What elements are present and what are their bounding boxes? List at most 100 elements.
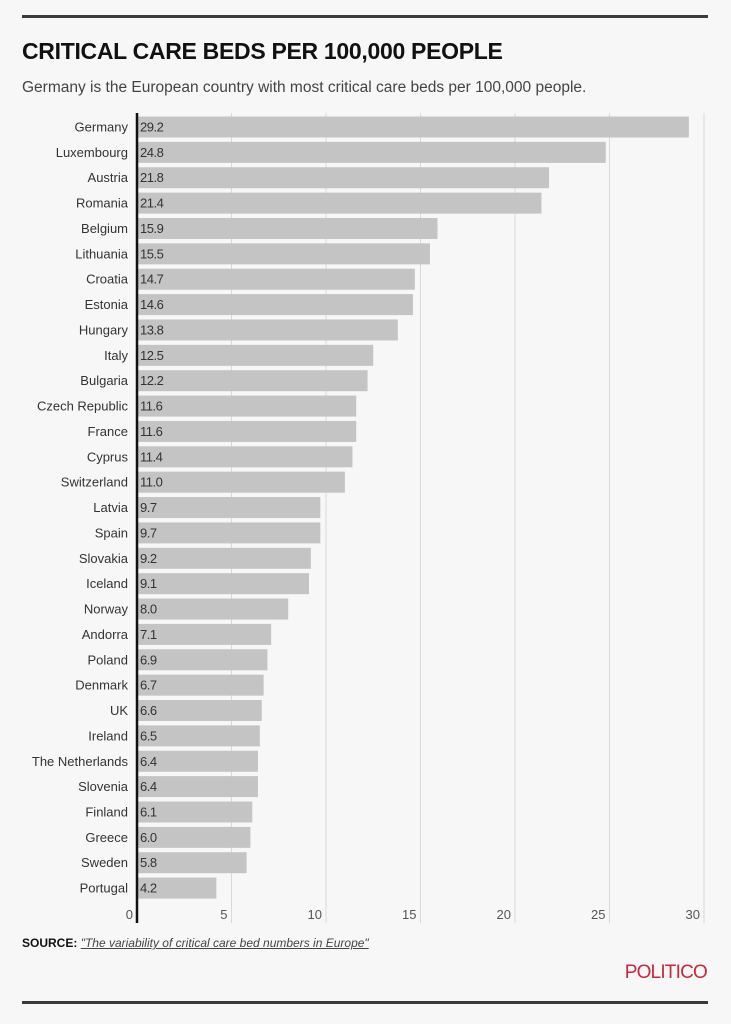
bar [137, 547, 311, 569]
value-label: 12.2 [140, 373, 164, 388]
category-label: Lithuania [75, 246, 129, 261]
value-label: 8.0 [140, 602, 157, 617]
value-label: 11.4 [140, 449, 163, 464]
value-label: 6.5 [140, 728, 157, 743]
value-label: 15.9 [140, 221, 164, 236]
category-label: Slovenia [78, 779, 129, 794]
category-label: Austria [88, 170, 129, 185]
value-label: 6.7 [140, 678, 157, 693]
category-label: Andorra [82, 627, 129, 642]
value-label: 9.1 [140, 576, 157, 591]
bar [137, 497, 321, 519]
category-label: Italy [104, 348, 128, 363]
value-label: 6.4 [140, 779, 157, 794]
category-label: Romania [76, 196, 129, 211]
bar [137, 192, 542, 214]
value-label: 7.1 [140, 627, 157, 642]
category-label: Hungary [79, 322, 129, 337]
value-label: 6.1 [140, 804, 157, 819]
bar [137, 826, 251, 848]
bar [137, 877, 217, 899]
category-label: Cyprus [87, 449, 129, 464]
value-label: 6.0 [140, 830, 157, 845]
bar [137, 598, 289, 620]
category-label: Luxembourg [56, 145, 128, 160]
x-tick-label: 0 [126, 907, 133, 922]
x-tick-label: 20 [497, 907, 511, 922]
source-link[interactable]: "The variability of critical care bed nu… [80, 936, 369, 950]
x-tick-label: 15 [402, 907, 416, 922]
category-label: UK [110, 703, 128, 718]
value-label: 11.0 [140, 475, 163, 490]
value-label: 11.6 [140, 399, 163, 414]
value-label: 6.9 [140, 652, 157, 667]
value-label: 21.4 [140, 196, 164, 211]
value-label: 5.8 [140, 855, 157, 870]
chart-subtitle: Germany is the European country with mos… [22, 79, 587, 96]
value-label: 29.2 [140, 120, 164, 135]
category-label: Spain [95, 525, 128, 540]
category-label: Belgium [81, 221, 128, 236]
source-label: SOURCE: [22, 936, 78, 950]
bar [137, 268, 415, 290]
bar [137, 294, 413, 316]
x-tick-label: 5 [220, 907, 227, 922]
category-label: Iceland [86, 576, 128, 591]
bar [137, 167, 550, 189]
bar [137, 420, 357, 442]
category-label: Estonia [85, 297, 129, 312]
value-label: 15.5 [140, 246, 164, 261]
bar [137, 116, 689, 138]
category-label: Poland [88, 652, 128, 667]
bar [137, 725, 260, 747]
category-label: France [88, 424, 128, 439]
value-label: 11.6 [140, 424, 163, 439]
bar [137, 801, 253, 823]
bar [137, 522, 321, 544]
value-label: 9.2 [140, 551, 157, 566]
value-label: 6.4 [140, 754, 157, 769]
category-label: Sweden [81, 855, 128, 870]
category-label: Greece [85, 830, 128, 845]
value-label: 4.2 [140, 881, 157, 896]
politico-logo: POLITICO [624, 962, 708, 983]
category-label: Norway [84, 602, 129, 617]
value-label: 14.7 [140, 272, 164, 287]
bar [137, 674, 264, 696]
chart-title: CRITICAL CARE BEDS PER 100,000 PEOPLE [22, 38, 503, 64]
x-tick-label: 25 [591, 907, 605, 922]
x-tick-label: 30 [686, 907, 700, 922]
category-label: Slovakia [79, 551, 129, 566]
value-label: 9.7 [140, 500, 157, 515]
bar [137, 217, 438, 239]
value-label: 21.8 [140, 170, 164, 185]
bar [137, 776, 258, 798]
top-rule [22, 15, 708, 18]
bar [137, 243, 430, 265]
bar [137, 573, 309, 595]
category-label: Czech Republic [37, 399, 129, 414]
x-tick-label: 10 [308, 907, 322, 922]
bar [137, 471, 345, 493]
value-label: 14.6 [140, 297, 164, 312]
category-label: Switzerland [61, 475, 128, 490]
category-label: Latvia [93, 500, 128, 515]
value-label: 13.8 [140, 322, 164, 337]
bar [137, 750, 258, 772]
source-note: SOURCE: "The variability of critical car… [22, 936, 369, 950]
category-label: Portugal [80, 881, 129, 896]
bar [137, 141, 606, 163]
bar [137, 623, 272, 645]
bar [137, 344, 374, 366]
category-label: Finland [85, 804, 128, 819]
category-label: Ireland [88, 728, 128, 743]
bar [137, 852, 247, 874]
bar [137, 395, 357, 417]
category-label: Denmark [75, 678, 128, 693]
value-label: 12.5 [140, 348, 164, 363]
bar [137, 649, 268, 671]
category-label: Croatia [86, 272, 129, 287]
category-label: Germany [75, 120, 129, 135]
